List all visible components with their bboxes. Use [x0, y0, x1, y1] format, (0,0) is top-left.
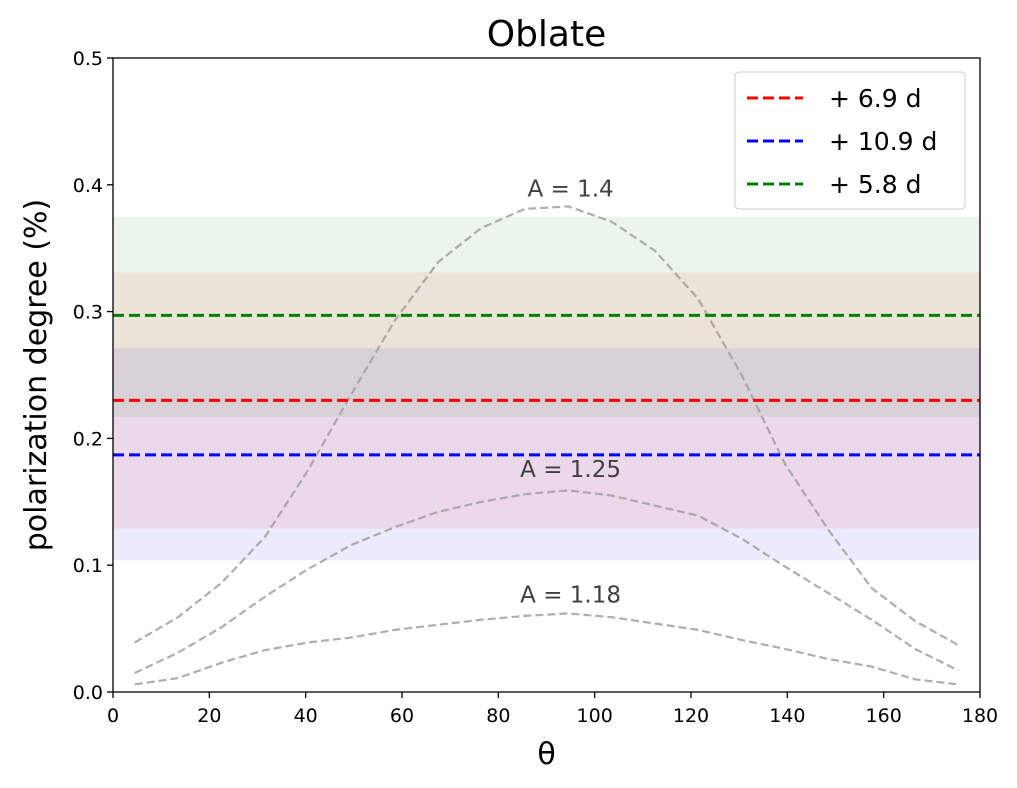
- x-tick-label-2: 40: [294, 705, 318, 727]
- model-curves: [134, 205, 959, 686]
- legend-label-1: + 10.9 d: [829, 127, 937, 156]
- curve-line-1: [134, 489, 959, 674]
- x-axis-label: θ: [537, 737, 555, 772]
- legend-label-2: + 5.8 d: [829, 170, 921, 199]
- y-tick-label-2: 0.2: [73, 428, 103, 450]
- curve-label-1: A = 1.25: [520, 457, 621, 483]
- y-tick-label-4: 0.4: [73, 175, 103, 197]
- y-tick-label-0: 0.0: [73, 682, 103, 704]
- x-tick-label-5: 100: [577, 705, 613, 727]
- y-axis-ticks: 0.0 0.1 0.2 0.3 0.4 0.5: [73, 48, 113, 704]
- x-tick-label-1: 20: [197, 705, 221, 727]
- y-tick-label-5: 0.5: [73, 48, 103, 70]
- observed-lines: [113, 313, 980, 457]
- x-tick-label-9: 180: [962, 705, 998, 727]
- plot-area-frame: [112, 57, 981, 693]
- curve-line-0: [134, 205, 959, 647]
- x-tick-label-6: 120: [673, 705, 709, 727]
- curve-label-2: A = 1.18: [520, 582, 621, 608]
- x-tick-label-0: 0: [107, 705, 119, 727]
- curve-labels: A = 1.4 A = 1.25 A = 1.18: [520, 177, 621, 609]
- legend-label-0: + 6.9 d: [829, 84, 921, 113]
- uncertainty-bands: [113, 216, 980, 561]
- y-tick-label-1: 0.1: [73, 555, 103, 577]
- y-axis-label: polarization degree (%): [19, 199, 54, 552]
- legend: + 6.9 d + 10.9 d + 5.8 d: [734, 71, 966, 210]
- curve-label-0: A = 1.4: [527, 177, 613, 203]
- legend-box: [734, 71, 966, 210]
- y-tick-label-3: 0.3: [73, 302, 103, 324]
- x-tick-label-4: 80: [486, 705, 510, 727]
- x-tick-label-7: 140: [769, 705, 805, 727]
- curve-line-2: [134, 612, 959, 686]
- x-axis-ticks: 0 20 40 60 80 100 120 140 160 180: [107, 692, 998, 727]
- x-tick-label-3: 60: [390, 705, 414, 727]
- chart-title: Oblate: [487, 14, 607, 55]
- x-tick-label-8: 160: [866, 705, 902, 727]
